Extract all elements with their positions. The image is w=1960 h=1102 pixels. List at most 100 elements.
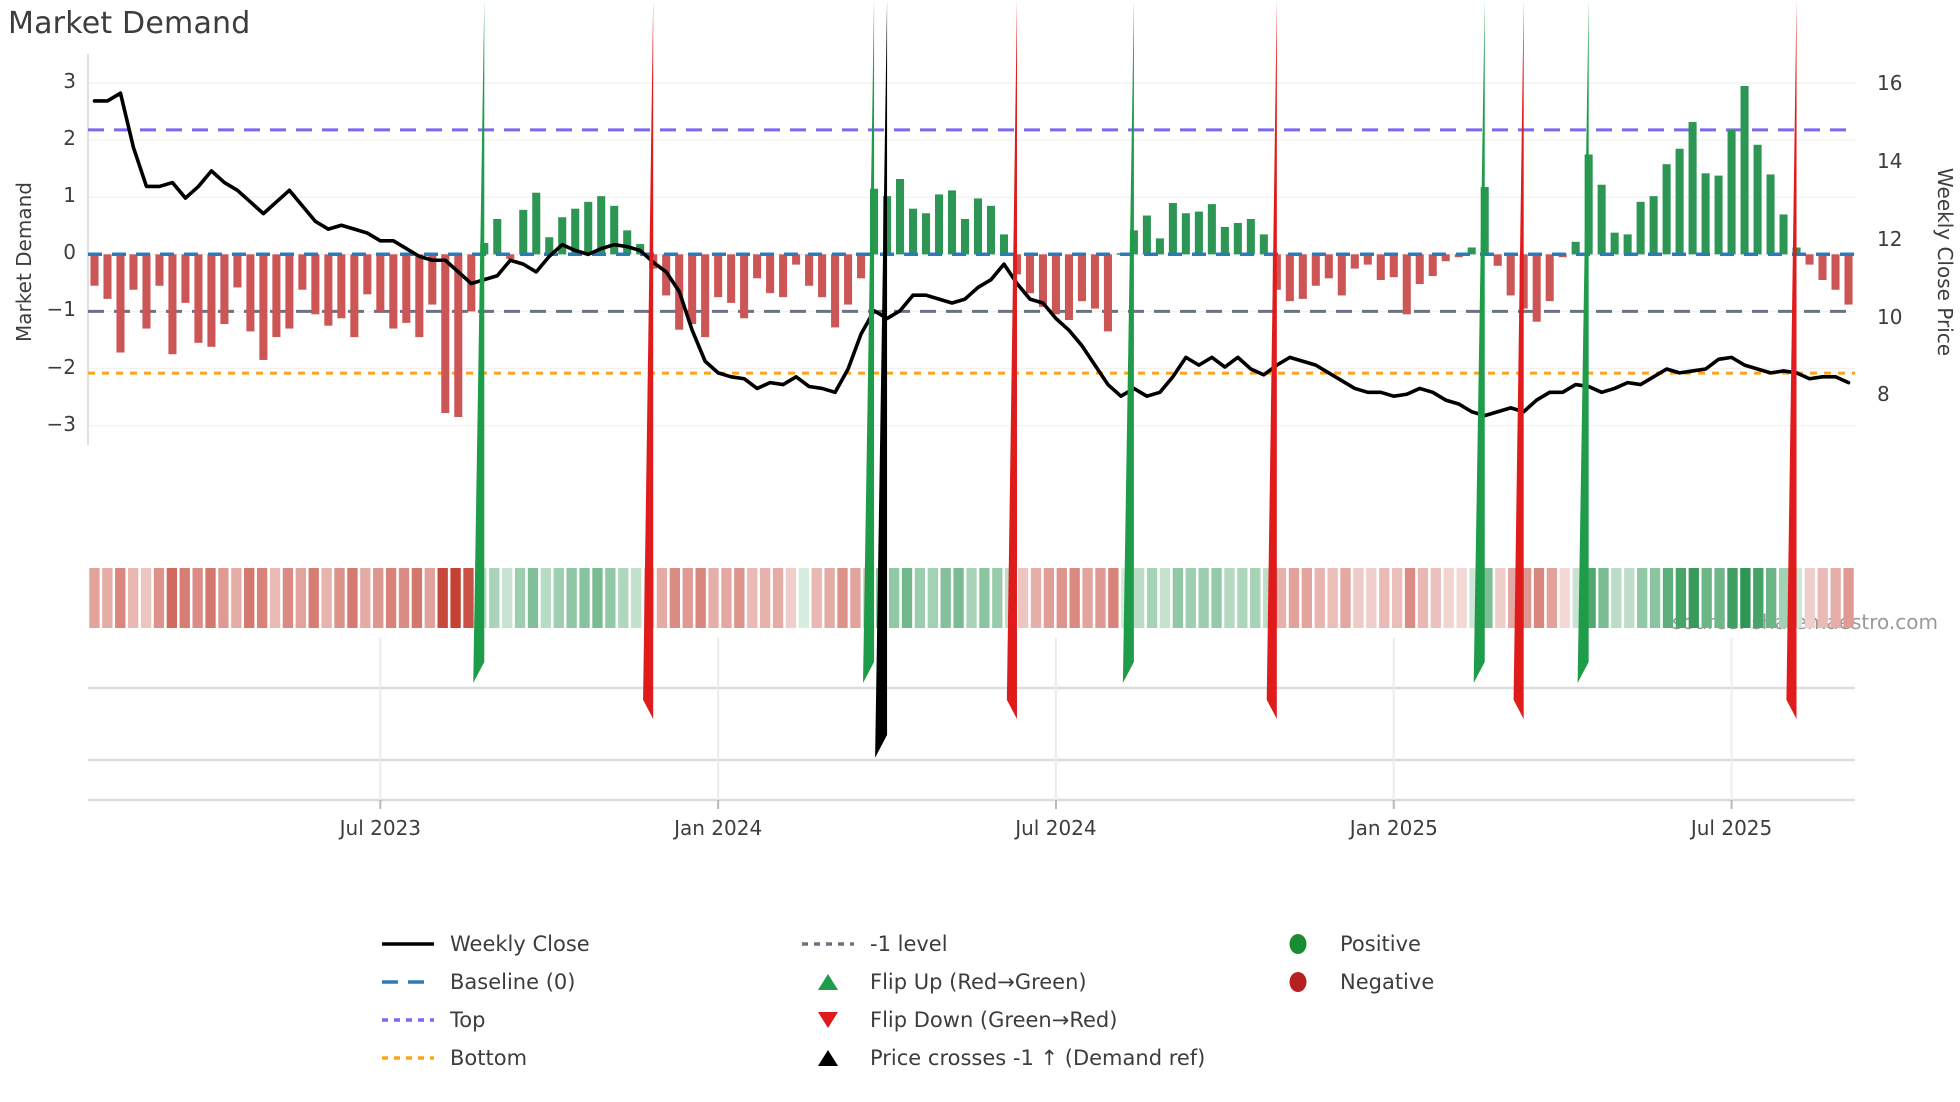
demand-bar-positive [1688,121,1697,255]
heatmap-cell [1804,568,1816,628]
heatmap-cell [940,568,951,628]
legend-line-dotted-icon [380,1009,436,1031]
heatmap-cell [1237,568,1248,628]
demand-bar-negative [1402,254,1411,315]
legend-item-label: Negative [1340,970,1435,994]
heatmap-cell [1314,568,1325,628]
demand-bar-positive [922,213,931,255]
heatmap-cell [1224,568,1235,628]
legend-circle-icon [1270,971,1326,993]
heatmap-cell [1275,568,1287,628]
heatmap-cell [979,568,990,628]
x-axis-tick-label: Jan 2024 [674,816,763,840]
demand-bar-positive [896,179,905,255]
x-axis-tick-label: Jul 2025 [1690,816,1773,840]
y-axis-left-tick-label: 1 [63,183,76,208]
legend-item-label: Flip Down (Green→Red) [870,1008,1118,1032]
demand-bar-positive [1155,238,1164,255]
demand-bar-negative [1350,254,1359,269]
legend-triangle-up-icon [800,1047,856,1069]
demand-bar-positive [1714,175,1723,255]
y-axis-left-tick-label: −1 [46,297,76,322]
y-axis-right-tick-label: 10 [1877,304,1903,329]
demand-bar-negative [129,254,138,290]
heatmap-cell [1508,568,1519,628]
heatmap-cell [1134,568,1145,628]
demand-bar-negative [1428,254,1437,277]
heatmap-cell [1727,568,1738,628]
heatmap-cell [1353,568,1364,628]
demand-bar-positive [1220,226,1229,255]
marker-flip-up [473,0,485,684]
demand-bar-negative [168,254,177,355]
legend-item-bottom: Bottom [380,1039,800,1077]
demand-bar-negative [1025,254,1034,294]
heatmap-cell [1766,568,1777,628]
heatmap-cell [1830,568,1841,628]
heatmap-cell [1185,568,1196,628]
demand-bar-positive [558,217,567,255]
heatmap-cell [308,568,319,628]
y-axis-left-tick-label: 0 [63,240,76,265]
demand-bar-negative [103,254,112,299]
heatmap-cell [256,568,268,628]
legend-item-flip-up-red-green: Flip Up (Red→Green) [800,963,1270,1001]
legend-item-label: Baseline (0) [450,970,576,994]
heatmap-cell [734,568,745,628]
heatmap-cell [1069,568,1080,628]
marker-flip-up [1473,0,1485,684]
heatmap-cell [1469,568,1480,628]
heatmap-cell [927,568,938,628]
legend-item-label: Top [450,1008,486,1032]
heatmap-cell [1327,568,1338,628]
heatmap-cell [1520,568,1532,628]
demand-bar-positive [1675,148,1684,255]
demand-bar-positive [623,230,632,255]
heatmap-cell [527,568,539,628]
heatmap-cell [901,568,913,628]
demand-bar-positive [986,205,996,255]
heatmap-cell [1559,568,1570,628]
demand-bar-positive [1142,215,1151,255]
marker-flip-down [1266,0,1277,720]
demand-bar-negative [1376,254,1385,281]
demand-bar-negative [246,254,255,332]
heatmap-cell [1753,568,1764,628]
heatmap-cell [759,568,771,628]
heatmap-cell [282,568,294,628]
demand-bar-positive [1727,129,1736,255]
demand-bar-negative [233,254,242,288]
demand-bar-positive [1246,218,1255,255]
demand-bar-negative [259,254,268,360]
heatmap-cell [373,568,384,628]
demand-bar-negative [1363,254,1372,265]
heatmap-cell [1546,568,1558,628]
heatmap-cell [321,568,332,628]
heatmap-cell [1262,568,1274,628]
demand-bar-negative [441,254,450,414]
demand-bar-negative [1064,254,1073,320]
demand-bar-negative [1038,254,1047,307]
heatmap-cell [1843,568,1854,628]
heatmap-cell [1637,568,1648,628]
heatmap-cell [1211,568,1222,628]
heatmap-cell [708,568,719,628]
demand-bar-negative [1298,254,1307,299]
demand-bar-negative [1311,254,1320,286]
demand-bar-positive [1207,204,1216,255]
demand-bar-negative [181,254,190,303]
legend-item-label: Bottom [450,1046,528,1070]
heatmap-cell [140,568,152,628]
demand-bar-negative [1493,254,1502,266]
heatmap-cell [888,568,900,628]
demand-bar-negative [1805,254,1814,265]
heatmap-cell [334,568,345,628]
y-axis-right-tick-label: 12 [1877,226,1903,251]
demand-bar-positive [571,208,580,255]
heatmap-cell [811,568,822,628]
demand-bar-negative [1051,254,1060,315]
y-axis-right-tick-label: 8 [1877,382,1890,407]
y-axis-left-tick-label: −3 [46,411,76,436]
heatmap-cell [1146,568,1158,628]
demand-bar-positive [1233,222,1242,255]
